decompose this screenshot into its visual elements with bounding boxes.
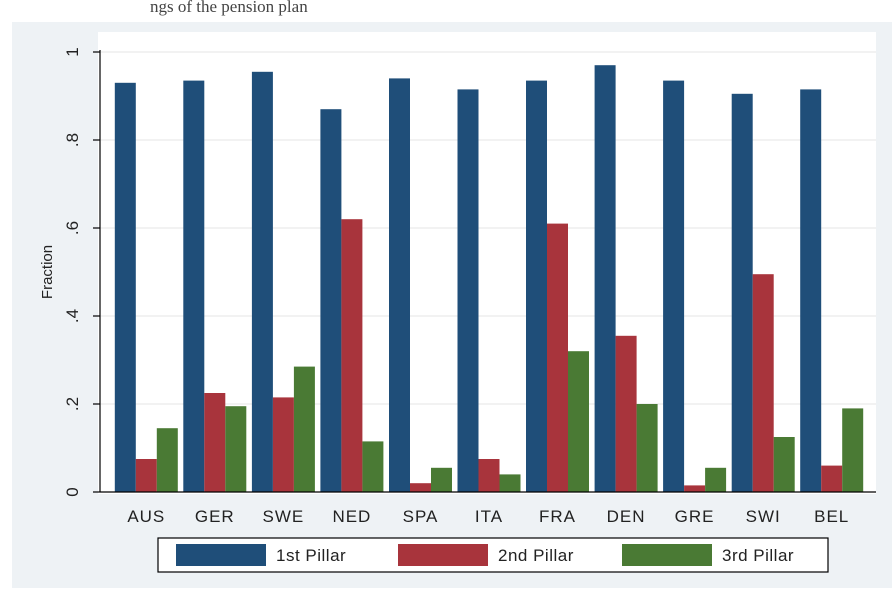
x-tick-label: NED: [332, 507, 371, 526]
bar-1st-pillar-den: [594, 65, 616, 492]
x-tick-label: GRE: [675, 507, 715, 526]
x-tick-label: AUS: [127, 507, 165, 526]
bar-2nd-pillar-ger: [204, 393, 226, 492]
caption-fragment: ngs of the pension plan: [150, 0, 308, 16]
x-tick-label: SWI: [746, 507, 781, 526]
bar-2nd-pillar-swi: [752, 274, 774, 492]
x-tick-label: FRA: [539, 507, 576, 526]
bar-1st-pillar-swi: [731, 93, 753, 493]
legend-swatch-3rd-pillar: [622, 544, 712, 566]
bar-1st-pillar-gre: [663, 80, 685, 492]
legend-swatch-1st-pillar: [176, 544, 266, 566]
bar-1st-pillar-bel: [800, 89, 822, 493]
bar-3rd-pillar-bel: [842, 408, 864, 492]
legend-label: 3rd Pillar: [722, 546, 794, 565]
bar-1st-pillar-spa: [389, 78, 410, 493]
y-tick-label: .8: [63, 133, 82, 147]
bar-2nd-pillar-fra: [547, 223, 568, 492]
y-axis: 0 .2 .4 .6 .8 1: [63, 47, 101, 497]
bar-2nd-pillar-bel: [821, 465, 843, 492]
bar-2nd-pillar-ita: [478, 459, 500, 492]
bar-3rd-pillar-ger: [225, 406, 247, 492]
bar-3rd-pillar-den: [636, 404, 658, 492]
bar-3rd-pillar-gre: [705, 467, 727, 492]
bar-3rd-pillar-swi: [773, 437, 795, 492]
bar-2nd-pillar-swe: [272, 397, 294, 492]
bar-1st-pillar-swe: [251, 71, 273, 493]
bar-1st-pillar-ned: [320, 109, 342, 492]
bar-3rd-pillar-fra: [568, 351, 589, 492]
legend-label: 2nd Pillar: [498, 546, 574, 565]
legend-label: 1st Pillar: [276, 546, 346, 565]
y-tick-label: .4: [63, 309, 82, 323]
bar-3rd-pillar-swe: [293, 366, 315, 492]
bar-2nd-pillar-den: [615, 335, 637, 492]
y-tick-label: .2: [63, 397, 82, 411]
bar-1st-pillar-ger: [183, 80, 205, 492]
y-tick-label: 1: [63, 47, 82, 56]
x-tick-label: ITA: [475, 507, 503, 526]
y-tick-label: .6: [63, 221, 82, 235]
legend-box: [157, 537, 829, 573]
bar-2nd-pillar-gre: [684, 485, 706, 492]
bar-1st-pillar-ita: [457, 89, 479, 493]
bar-3rd-pillar-aus: [156, 428, 178, 492]
legend-swatch-2nd-pillar: [398, 544, 488, 566]
bar-1st-pillar-fra: [526, 80, 547, 492]
bar-2nd-pillar-ned: [341, 219, 363, 492]
bar-3rd-pillar-ita: [499, 474, 521, 492]
legend: 1st Pillar 2nd Pillar 3rd Pillar: [176, 544, 794, 566]
x-tick-label: SPA: [403, 507, 439, 526]
bars-group: [114, 65, 864, 493]
x-tick-label: GER: [195, 507, 235, 526]
x-tick-label: SWE: [263, 507, 305, 526]
bar-3rd-pillar-ned: [362, 441, 384, 492]
y-axis-title: Fraction: [39, 245, 56, 299]
x-tick-label: DEN: [607, 507, 646, 526]
bar-2nd-pillar-aus: [135, 459, 157, 492]
bar-1st-pillar-aus: [114, 82, 136, 493]
bar-2nd-pillar-spa: [410, 483, 431, 492]
x-tick-label: BEL: [814, 507, 849, 526]
y-tick-label: 0: [63, 487, 82, 496]
x-axis: AUS GER SWE NED SPA ITA FRA DEN GRE SWI BEL: [100, 491, 876, 526]
bar-3rd-pillar-spa: [431, 467, 452, 492]
